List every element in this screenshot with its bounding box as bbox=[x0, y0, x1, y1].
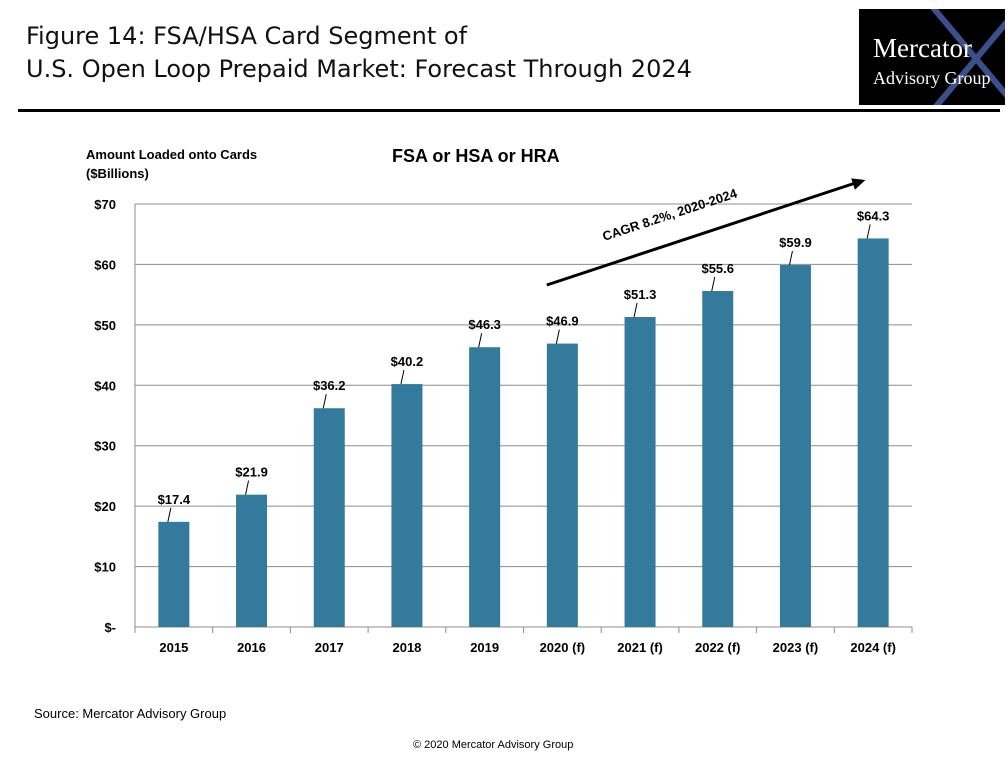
logo-text-main: Mercator bbox=[873, 33, 972, 63]
bar bbox=[857, 238, 889, 628]
cagr-arrowhead bbox=[851, 178, 866, 190]
bar-chart: $- $10 $20 $30 $40 $50 $60 $70 $17.4 2015 $21.9 201… bbox=[94, 178, 913, 655]
x-tick-label: 2023 (f) bbox=[773, 640, 819, 655]
x-tick-label: 2016 bbox=[237, 640, 266, 655]
y-tick-label: $60 bbox=[94, 257, 116, 272]
data-label: $55.6 bbox=[701, 261, 734, 276]
data-label: $51.3 bbox=[624, 287, 657, 302]
y-tick-label: $50 bbox=[94, 318, 116, 333]
data-label-leader bbox=[711, 276, 716, 292]
bar bbox=[779, 265, 811, 627]
x-tick-label: 2019 bbox=[470, 640, 499, 655]
data-label-leader bbox=[167, 507, 172, 522]
y-tick-label: $30 bbox=[94, 439, 116, 454]
data-label: $64.3 bbox=[857, 208, 890, 223]
y-axis-title-line2: ($Billions) bbox=[86, 166, 149, 181]
data-label-leader bbox=[478, 333, 483, 348]
data-label: $46.3 bbox=[468, 317, 501, 332]
data-label-leader bbox=[322, 394, 327, 409]
bar bbox=[236, 494, 268, 627]
figure-title-line1: Figure 14: FSA/HSA Card Segment of bbox=[26, 22, 468, 50]
bar bbox=[158, 521, 190, 627]
data-label: $17.4 bbox=[158, 492, 191, 507]
bar bbox=[624, 317, 656, 627]
bar bbox=[546, 343, 578, 627]
chart-title: FSA or HSA or HRA bbox=[392, 146, 560, 166]
x-tick-label: 2015 bbox=[159, 640, 188, 655]
source-note: Source: Mercator Advisory Group bbox=[34, 706, 227, 721]
y-tick-label: $70 bbox=[94, 197, 116, 212]
data-label: $21.9 bbox=[235, 465, 268, 480]
title-divider bbox=[18, 109, 1000, 112]
x-tick-label: 2021 (f) bbox=[617, 640, 663, 655]
cagr-annotation: CAGR 8.2%, 2020-2024 bbox=[600, 185, 739, 244]
mercator-logo: Mercator Advisory Group bbox=[859, 9, 1005, 105]
cagr-arrow-line bbox=[546, 179, 862, 287]
y-axis-title-line1: Amount Loaded onto Cards bbox=[86, 147, 258, 162]
x-tick-label: 2017 bbox=[315, 640, 344, 655]
x-tick-label: 2020 (f) bbox=[540, 640, 586, 655]
figure-title-line2: U.S. Open Loop Prepaid Market: Forecast … bbox=[26, 55, 692, 83]
data-label-leader bbox=[245, 480, 250, 495]
bar bbox=[702, 291, 734, 627]
data-label: $46.9 bbox=[546, 314, 579, 329]
data-label-leader bbox=[400, 369, 405, 385]
data-label-leader bbox=[555, 329, 560, 344]
bar bbox=[391, 384, 423, 627]
y-axis-title: Amount Loaded onto Cards ($Billions) bbox=[86, 145, 257, 183]
y-tick-label: $- bbox=[104, 620, 116, 635]
data-label-leader bbox=[788, 250, 793, 266]
y-tick-label: $10 bbox=[94, 560, 116, 575]
x-tick-label: 2018 bbox=[392, 640, 421, 655]
data-label-leader bbox=[633, 302, 638, 318]
data-label: $59.9 bbox=[779, 235, 812, 250]
data-label-leader bbox=[866, 224, 871, 239]
figure-title: Figure 14: FSA/HSA Card Segment of U.S. … bbox=[26, 20, 692, 86]
bar bbox=[313, 408, 345, 627]
y-tick-label: $20 bbox=[94, 499, 116, 514]
x-tick-label: 2024 (f) bbox=[850, 640, 896, 655]
logo-text-sub: Advisory Group bbox=[873, 68, 991, 88]
data-label: $40.2 bbox=[391, 354, 424, 369]
data-label: $36.2 bbox=[313, 378, 346, 393]
x-tick-label: 2022 (f) bbox=[695, 640, 741, 655]
bar bbox=[469, 347, 501, 627]
copyright-note: © 2020 Mercator Advisory Group bbox=[413, 739, 574, 751]
y-tick-label: $40 bbox=[94, 378, 116, 393]
